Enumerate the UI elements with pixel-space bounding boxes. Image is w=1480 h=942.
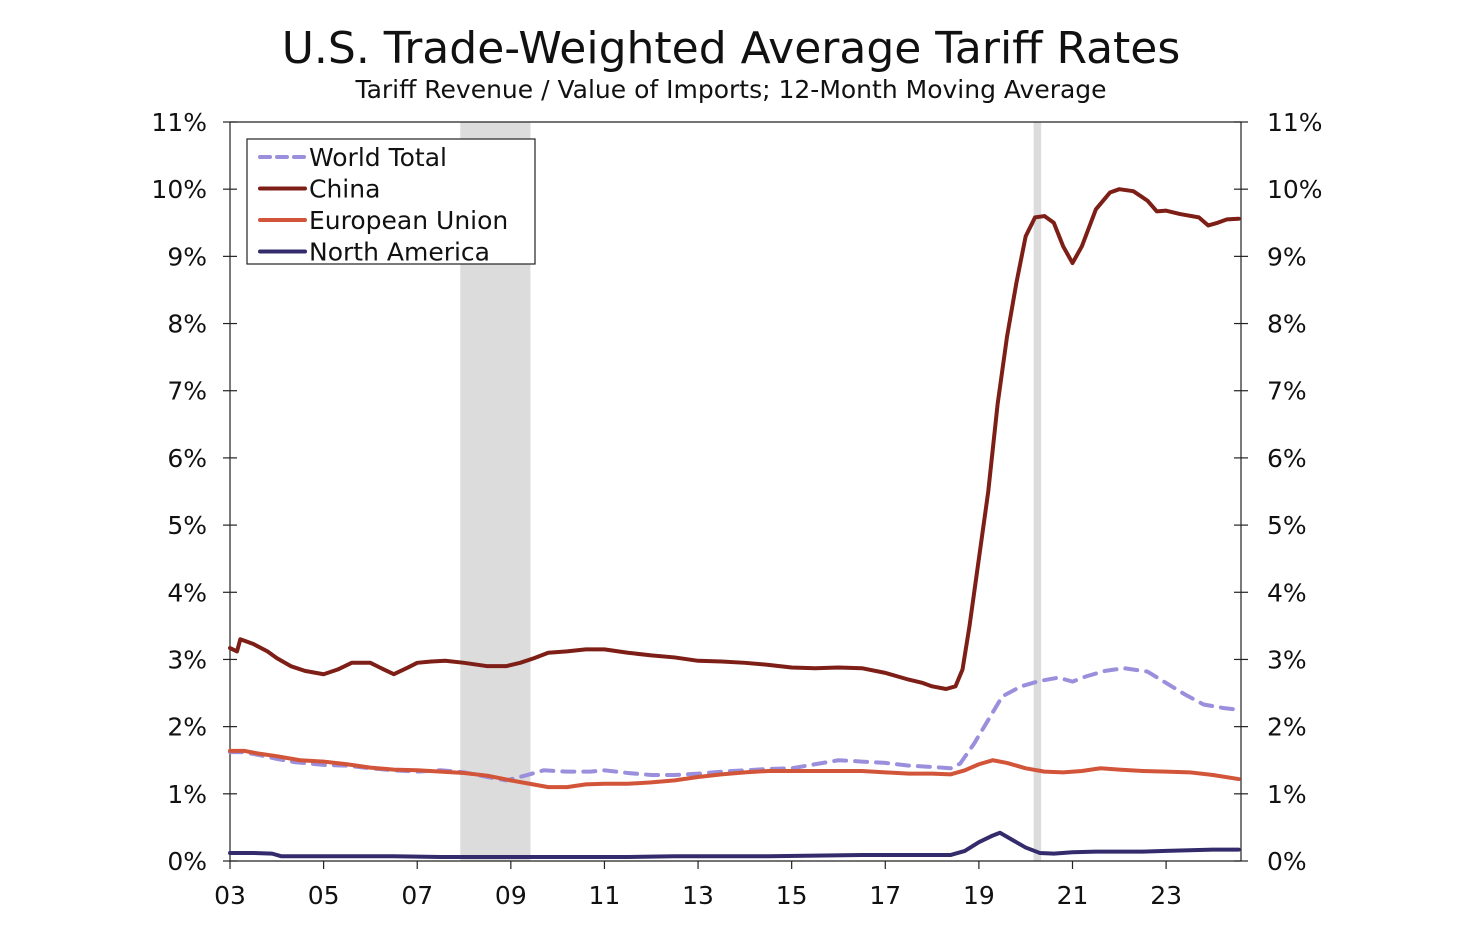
legend-label-china: China	[309, 175, 380, 204]
x-tick-label: 15	[776, 881, 808, 910]
series-line-world-total	[228, 666, 1241, 783]
y-tick-label-right: 9%	[1267, 242, 1307, 271]
x-tick-label: 07	[401, 881, 433, 910]
y-tick-label-right: 7%	[1267, 377, 1307, 406]
y-tick-label-right: 0%	[1267, 847, 1307, 876]
y-tick-label-left: 4%	[167, 578, 207, 607]
y-tick-label-left: 8%	[167, 310, 207, 339]
x-tick-label: 17	[869, 881, 901, 910]
x-tick-label: 11	[589, 881, 621, 910]
x-tick-label: 23	[1150, 881, 1182, 910]
recession-band	[1033, 122, 1042, 861]
chart-subtitle: Tariff Revenue / Value of Imports; 12-Mo…	[354, 75, 1106, 104]
x-tick-label: 13	[682, 881, 714, 910]
y-tick-label-right: 11%	[1267, 108, 1323, 137]
y-tick-label-right: 2%	[1267, 713, 1307, 742]
series-line-european-union	[228, 748, 1241, 790]
chart-series	[228, 187, 1241, 859]
y-tick-label-left: 10%	[151, 175, 207, 204]
y-tick-label-left: 11%	[151, 108, 207, 137]
legend-label-world-total: World Total	[309, 143, 447, 172]
y-tick-label-left: 6%	[167, 444, 207, 473]
y-tick-label-right: 5%	[1267, 511, 1307, 540]
x-tick-label: 05	[308, 881, 340, 910]
chart-title: U.S. Trade-Weighted Average Tariff Rates	[282, 23, 1181, 74]
y-tick-label-right: 6%	[1267, 444, 1307, 473]
y-tick-label-left: 2%	[167, 713, 207, 742]
y-tick-label-right: 3%	[1267, 645, 1307, 674]
y-tick-label-left: 7%	[167, 377, 207, 406]
y-tick-label-right: 10%	[1267, 175, 1323, 204]
legend-label-north-america: North America	[309, 238, 490, 267]
series-line-north-america	[228, 830, 1241, 859]
x-tick-label: 19	[963, 881, 995, 910]
y-tick-label-left: 5%	[167, 511, 207, 540]
y-tick-label-left: 1%	[167, 780, 207, 809]
x-tick-label: 21	[1057, 881, 1089, 910]
series-line-china	[228, 187, 1241, 692]
chart-axes: 0% 0% 1% 1% 2% 2% 3% 3% 4% 4% 5% 5% 6% 6% 7% 7% 8% 8% 9% 9%…	[151, 108, 1322, 910]
legend-box	[246, 138, 536, 265]
x-tick-label: 09	[495, 881, 527, 910]
legend-label-european-union: European Union	[309, 206, 508, 235]
recession-shading	[460, 122, 1042, 861]
y-tick-label-right: 1%	[1267, 780, 1307, 809]
y-tick-label-left: 3%	[167, 645, 207, 674]
y-tick-label-right: 8%	[1267, 310, 1307, 339]
x-tick-label: 03	[214, 881, 246, 910]
y-tick-label-left: 9%	[167, 242, 207, 271]
y-tick-label-right: 4%	[1267, 578, 1307, 607]
y-tick-label-left: 0%	[167, 847, 207, 876]
